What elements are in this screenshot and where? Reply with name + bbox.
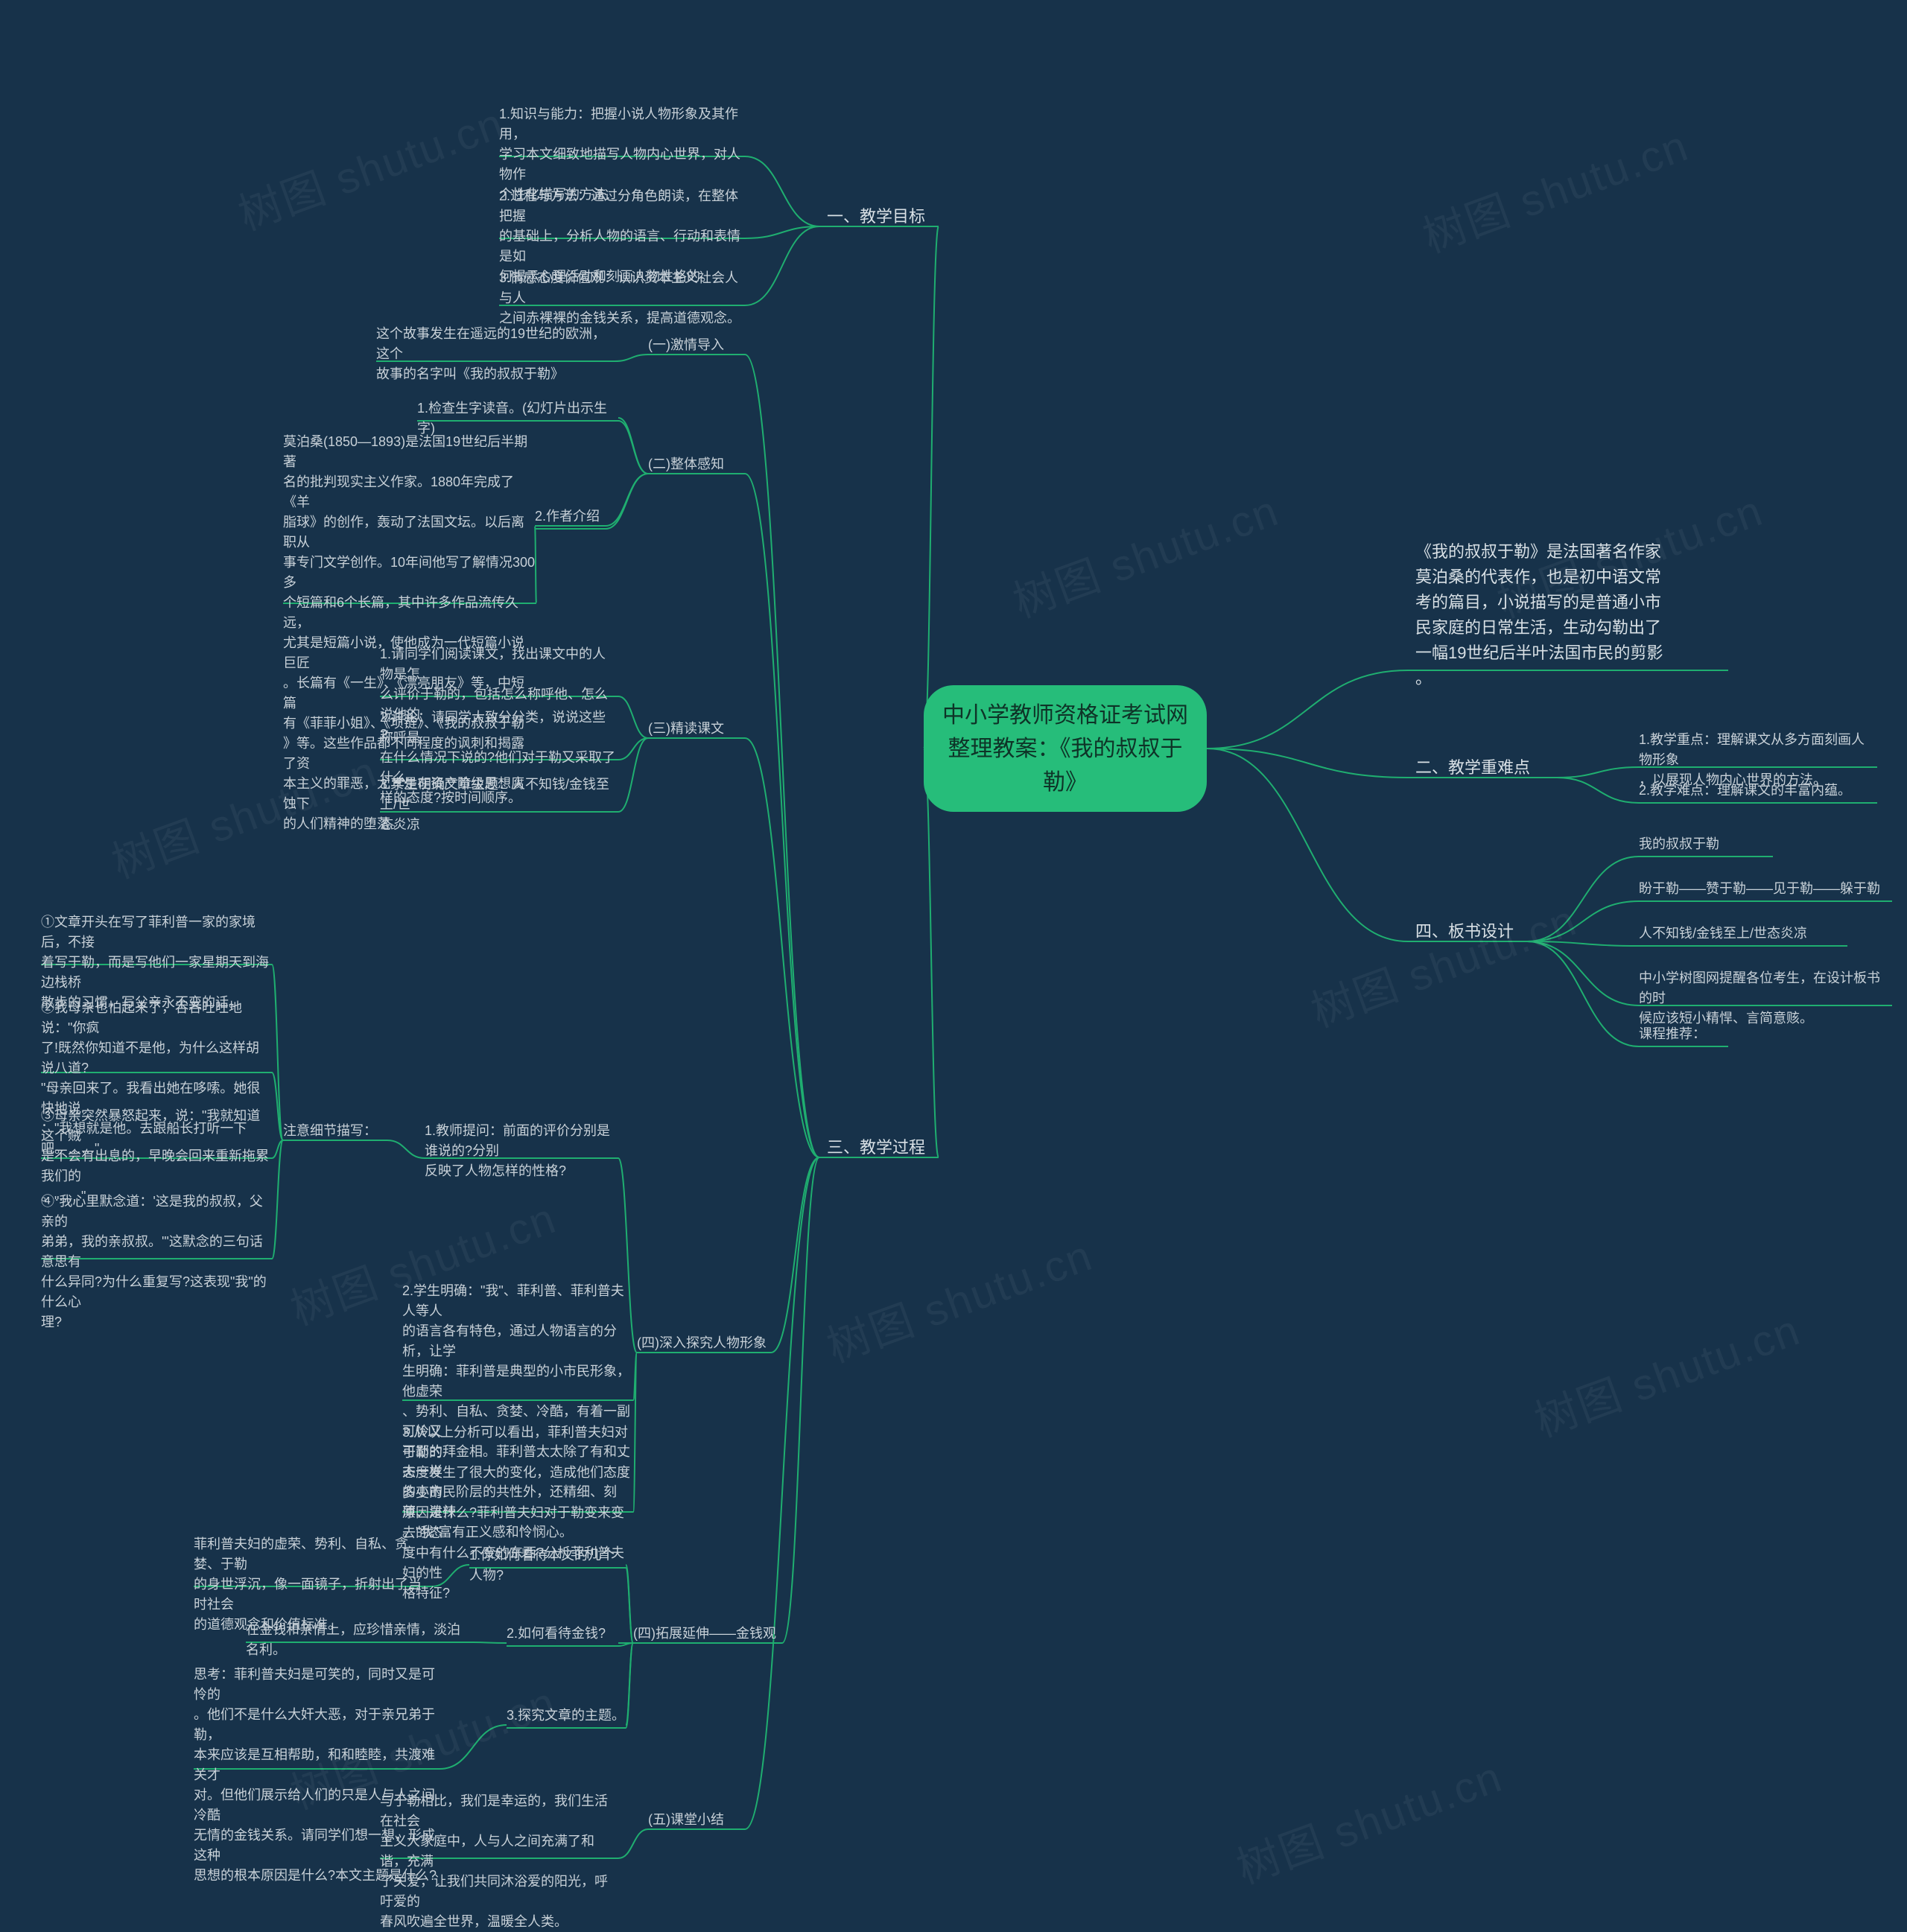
section-intro: 《我的叔叔于勒》是法国著名作家莫泊桑的代表作，也是初中语文常考的篇目，小说描写的…	[1408, 536, 1728, 695]
section-s3: 三、教学过程	[819, 1132, 939, 1163]
mid-s3e: (四)拓展延伸——金钱观	[633, 1624, 782, 1646]
leaf-5: 我的叔叔于勒	[1639, 834, 1773, 857]
leaf-6: 盼于勒——赞于勒——见于勒——躲于勒	[1639, 879, 1892, 901]
leaf-25: 2.如何看待金钱?	[507, 1624, 618, 1646]
leaf-23: 1.你如何看待本文的几个人物?	[469, 1545, 626, 1586]
mid-s3a: (一)激情导入	[648, 335, 745, 358]
section-s4: 四、板书设计	[1408, 916, 1527, 947]
leaf-27: 3.探究文章的主题。	[507, 1706, 626, 1728]
mid-s3f: (五)课堂小结	[648, 1810, 745, 1832]
leaf-12: 2.作者介绍	[535, 506, 606, 529]
leaf-26: 在金钱和亲情上，应珍惜亲情，淡泊名利。	[246, 1620, 469, 1660]
leaf-8: 中小学树图网提醒各位考生，在设计板书的时候应该短小精悍、言简意赅。	[1639, 968, 1892, 1029]
mid-s3d: (四)深入探究人物形象	[637, 1333, 771, 1356]
mid-s3d1: 1.教师提问：前面的评价分别是谁说的?分别反映了人物怎样的性格?	[425, 1121, 618, 1181]
leaf-7: 人不知钱/金钱至上/世态炎凉	[1639, 924, 1847, 946]
mid-s3c: (三)精读课文	[648, 719, 745, 741]
mid-s3d1n: 注意细节描写：	[283, 1121, 387, 1143]
leaf-29: 与于勒相比，我们是幸运的，我们生活在社会主义大家庭中，人与人之间充满了和谐，充满…	[380, 1791, 618, 1932]
leaf-16: 3.学生明确文章主题：人不知钱/金钱至上/世态炎凉	[380, 775, 618, 835]
section-s1: 一、教学目标	[819, 201, 939, 232]
leaf-2: 3.情感态度价值观：认识资本主义社会人与人之间赤裸裸的金钱关系，提高道德观念。	[499, 268, 745, 328]
leaf-9: 课程推荐：	[1639, 1024, 1728, 1046]
leaf-20: ④"我心里默念道：'这是我的叔叔，父亲的弟弟，我的亲叔叔。'"这默念的三句话意思…	[41, 1192, 272, 1332]
section-s2: 二、教学重难点	[1408, 752, 1557, 783]
leaf-4: 2.教学难点：理解课文的丰富内蕴。	[1639, 781, 1877, 803]
mid-s3b: (二)整体感知	[648, 454, 745, 477]
leaf-10: 这个故事发生在遥远的19世纪的欧洲，这个故事的名字叫《我的叔叔于勒》	[376, 324, 615, 384]
root-node: 中小学教师资格证考试网整理教案：《我的叔叔于勒》	[924, 685, 1207, 812]
